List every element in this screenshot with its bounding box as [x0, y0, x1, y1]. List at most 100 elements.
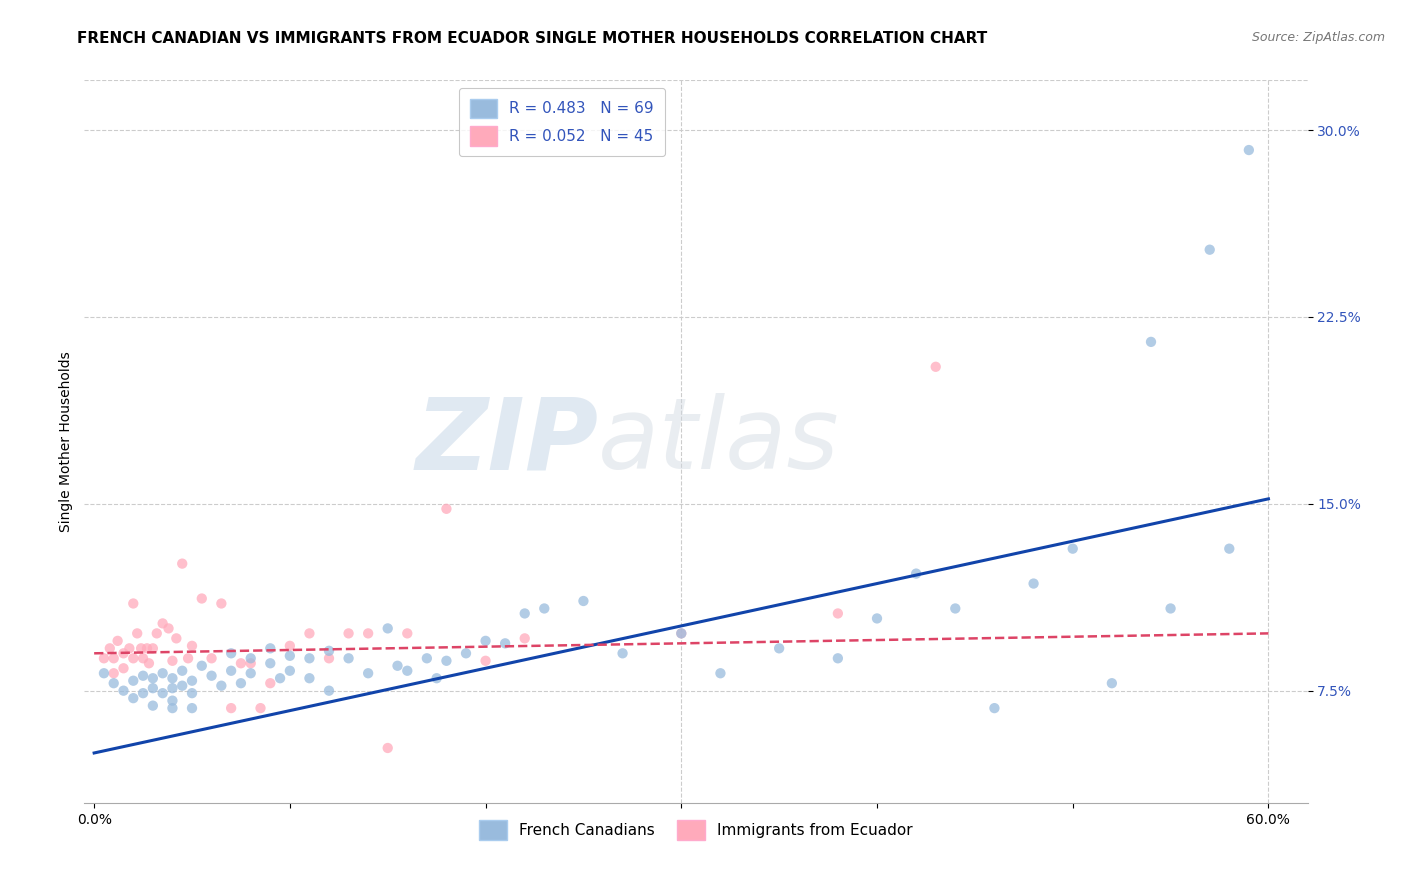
- Point: [122, 673, 145, 688]
- Point: [612, 646, 634, 660]
- Text: FRENCH CANADIAN VS IMMIGRANTS FROM ECUADOR SINGLE MOTHER HOUSEHOLDS CORRELATION : FRENCH CANADIAN VS IMMIGRANTS FROM ECUAD…: [77, 31, 987, 46]
- Point: [416, 651, 439, 665]
- Point: [200, 651, 222, 665]
- Point: [132, 686, 155, 700]
- Point: [259, 657, 281, 671]
- Point: [181, 639, 204, 653]
- Point: [219, 664, 242, 678]
- Point: [709, 666, 731, 681]
- Point: [142, 671, 165, 685]
- Point: [1140, 334, 1163, 349]
- Point: [387, 658, 409, 673]
- Point: [127, 626, 149, 640]
- Point: [103, 666, 125, 681]
- Point: [191, 658, 214, 673]
- Y-axis label: Single Mother Households: Single Mother Households: [59, 351, 73, 532]
- Point: [112, 646, 135, 660]
- Point: [112, 683, 135, 698]
- Point: [298, 671, 321, 685]
- Point: [827, 607, 849, 621]
- Point: [103, 676, 125, 690]
- Point: [98, 641, 121, 656]
- Point: [513, 632, 536, 646]
- Point: [436, 654, 458, 668]
- Point: [278, 639, 301, 653]
- Point: [162, 701, 184, 715]
- Point: [209, 679, 232, 693]
- Point: [122, 597, 145, 611]
- Point: [494, 636, 516, 650]
- Point: [454, 646, 477, 660]
- Point: [259, 641, 281, 656]
- Point: [239, 651, 262, 665]
- Point: [337, 651, 360, 665]
- Point: [357, 666, 380, 681]
- Point: [118, 641, 141, 656]
- Point: [229, 657, 252, 671]
- Point: [278, 648, 301, 663]
- Point: [318, 644, 340, 658]
- Point: [983, 701, 1005, 715]
- Point: [152, 666, 174, 681]
- Text: atlas: atlas: [598, 393, 839, 490]
- Point: [671, 626, 693, 640]
- Point: [200, 669, 222, 683]
- Point: [357, 626, 380, 640]
- Point: [219, 701, 242, 715]
- Point: [93, 651, 115, 665]
- Point: [298, 651, 321, 665]
- Point: [157, 621, 180, 635]
- Point: [172, 557, 194, 571]
- Point: [768, 641, 790, 656]
- Text: Source: ZipAtlas.com: Source: ZipAtlas.com: [1251, 31, 1385, 45]
- Point: [1198, 243, 1220, 257]
- Point: [377, 621, 399, 635]
- Point: [142, 641, 165, 656]
- Point: [1022, 576, 1045, 591]
- Point: [162, 654, 184, 668]
- Point: [318, 683, 340, 698]
- Point: [162, 693, 184, 707]
- Point: [298, 626, 321, 640]
- Point: [337, 626, 360, 640]
- Point: [122, 651, 145, 665]
- Point: [1101, 676, 1123, 690]
- Point: [671, 626, 693, 640]
- Point: [377, 741, 399, 756]
- Point: [129, 641, 152, 656]
- Point: [112, 661, 135, 675]
- Point: [191, 591, 214, 606]
- Point: [165, 632, 187, 646]
- Point: [474, 633, 496, 648]
- Point: [866, 611, 889, 625]
- Point: [278, 664, 301, 678]
- Point: [229, 676, 252, 690]
- Point: [1218, 541, 1240, 556]
- Point: [1237, 143, 1260, 157]
- Point: [103, 651, 125, 665]
- Point: [436, 501, 458, 516]
- Point: [162, 681, 184, 696]
- Text: ZIP: ZIP: [415, 393, 598, 490]
- Point: [142, 681, 165, 696]
- Point: [181, 686, 204, 700]
- Point: [172, 664, 194, 678]
- Point: [943, 601, 966, 615]
- Point: [177, 651, 200, 665]
- Legend: French Canadians, Immigrants from Ecuador: French Canadians, Immigrants from Ecuado…: [472, 814, 920, 846]
- Point: [426, 671, 449, 685]
- Point: [152, 686, 174, 700]
- Point: [138, 657, 160, 671]
- Point: [181, 701, 204, 715]
- Point: [132, 669, 155, 683]
- Point: [209, 597, 232, 611]
- Point: [107, 633, 129, 648]
- Point: [269, 671, 291, 685]
- Point: [1062, 541, 1084, 556]
- Point: [136, 641, 159, 656]
- Point: [474, 654, 496, 668]
- Point: [146, 626, 169, 640]
- Point: [827, 651, 849, 665]
- Point: [925, 359, 948, 374]
- Point: [533, 601, 555, 615]
